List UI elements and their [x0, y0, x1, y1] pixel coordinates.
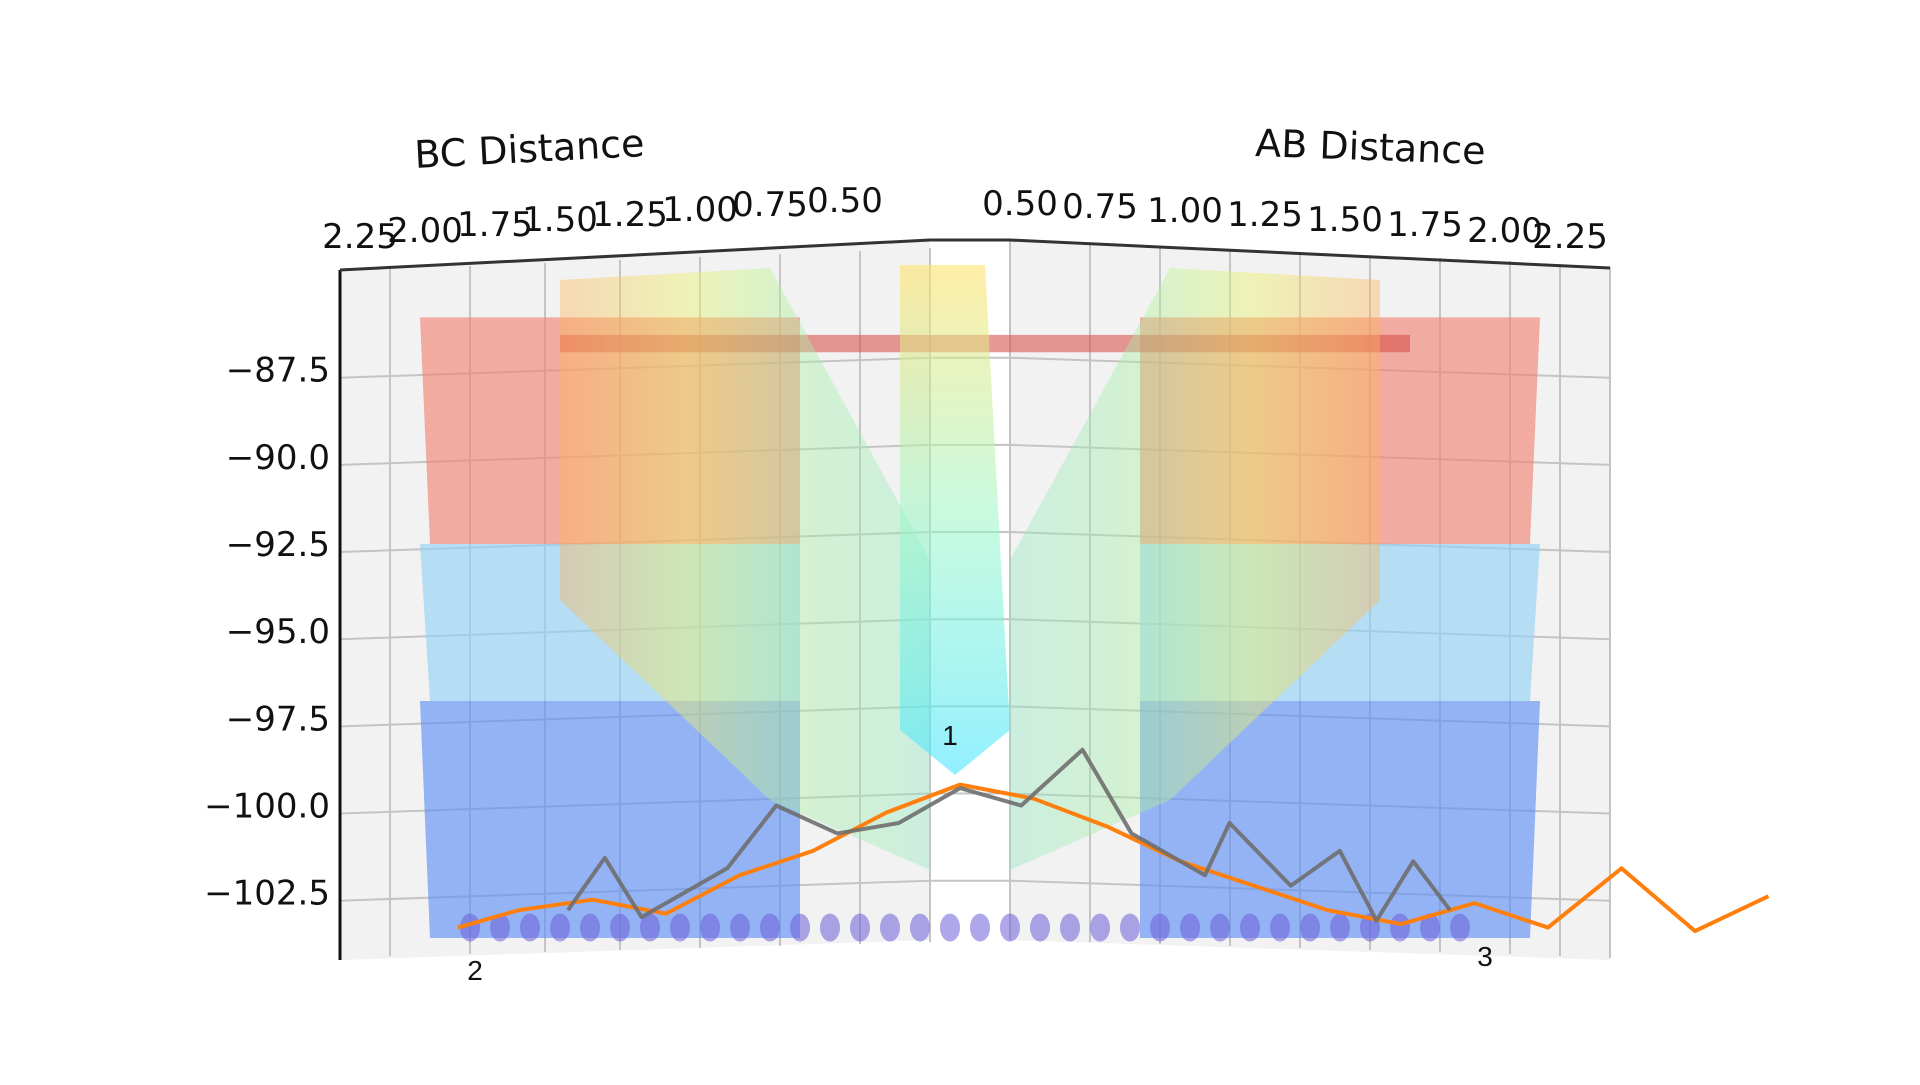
ab-tick-label: 0.50 — [982, 184, 1058, 224]
surface-fringe — [1240, 913, 1260, 942]
z-tick-label: −102.5 — [204, 874, 330, 914]
z-tick-label: −97.5 — [226, 699, 330, 739]
annotation-1: 1 — [942, 720, 958, 751]
z-tick-label: −100.0 — [204, 787, 330, 827]
surface-fringe — [1390, 913, 1410, 942]
surface-band-right — [1140, 700, 1540, 939]
surface-fringe — [1420, 913, 1440, 942]
surface-fringe — [910, 913, 930, 942]
z-tick-label: −87.5 — [226, 351, 330, 391]
surface-fringe — [550, 913, 570, 942]
surface-fringe — [490, 913, 510, 942]
z-tick-label: −90.0 — [226, 438, 330, 478]
ab-tick-label: 1.25 — [1227, 195, 1303, 235]
surface-fringe — [880, 913, 900, 942]
ab-tick-label: 0.75 — [1062, 187, 1138, 227]
surface-fringe — [640, 913, 660, 942]
bc-tick-label: 0.50 — [807, 181, 883, 221]
surface-fringe — [760, 913, 780, 942]
surface-fringe — [1030, 913, 1050, 942]
top-axis-line — [339, 238, 1611, 272]
z-tick-label: −92.5 — [226, 525, 330, 565]
surface-fringe — [730, 913, 750, 942]
surface-fringe — [820, 913, 840, 942]
surface-fan-right — [1010, 268, 1380, 870]
surface-fringe — [1270, 913, 1290, 942]
ab-tick-label: 2.00 — [1467, 211, 1543, 251]
ab-tick-label: 1.75 — [1387, 205, 1463, 245]
surface-fringe — [1330, 913, 1350, 942]
surface-fringe — [1120, 913, 1140, 942]
ab-tick-label: 1.50 — [1307, 200, 1383, 240]
surface-fringe — [700, 913, 720, 942]
bc-tick-label: 1.50 — [522, 200, 598, 240]
surface-fringe — [790, 913, 810, 942]
surface-fringe — [1180, 913, 1200, 942]
surface-fringe — [520, 913, 540, 942]
z-tick-label: −95.0 — [226, 612, 330, 652]
bc-tick-label: 0.75 — [732, 185, 808, 225]
tick-labels: −87.5 −90.0 −92.5 −95.0 −97.5 −100.0 −102.5 2.2… — [204, 181, 1608, 914]
orange-path — [457, 782, 1770, 934]
annotation-3: 3 — [1477, 941, 1493, 972]
ab-tick-label: 2.25 — [1532, 217, 1608, 257]
surface-fringe — [1060, 913, 1080, 942]
surface-fringe — [580, 913, 600, 942]
bc-tick-label: 2.25 — [322, 217, 398, 257]
ab-tick-label: 1.00 — [1147, 191, 1223, 231]
gray-path — [566, 747, 1452, 923]
bc-tick-label: 1.00 — [662, 190, 738, 230]
surface-fringe — [1000, 913, 1020, 942]
surface-fringe — [670, 913, 690, 942]
annotation-2: 2 — [467, 955, 483, 986]
bc-axis-title: BC Distance — [413, 121, 645, 177]
bc-tick-label: 1.25 — [592, 195, 668, 235]
surface-fringe — [460, 913, 480, 942]
surface-fan-left — [560, 268, 930, 870]
surface-fringe — [1450, 913, 1470, 942]
surface-fringe — [1210, 913, 1230, 942]
surface-fringe — [1300, 913, 1320, 942]
surface-fringe — [850, 913, 870, 942]
bc-tick-label: 1.75 — [457, 205, 533, 245]
surface-fringe — [1090, 913, 1110, 942]
ab-axis-title: AB Distance — [1255, 121, 1487, 173]
surface-fringe — [940, 913, 960, 942]
surface-center-spike — [900, 265, 1010, 775]
bc-tick-label: 2.00 — [387, 211, 463, 251]
surface-fringe — [610, 913, 630, 942]
surface-fringe — [970, 913, 990, 942]
surface-fringe — [1150, 913, 1170, 942]
